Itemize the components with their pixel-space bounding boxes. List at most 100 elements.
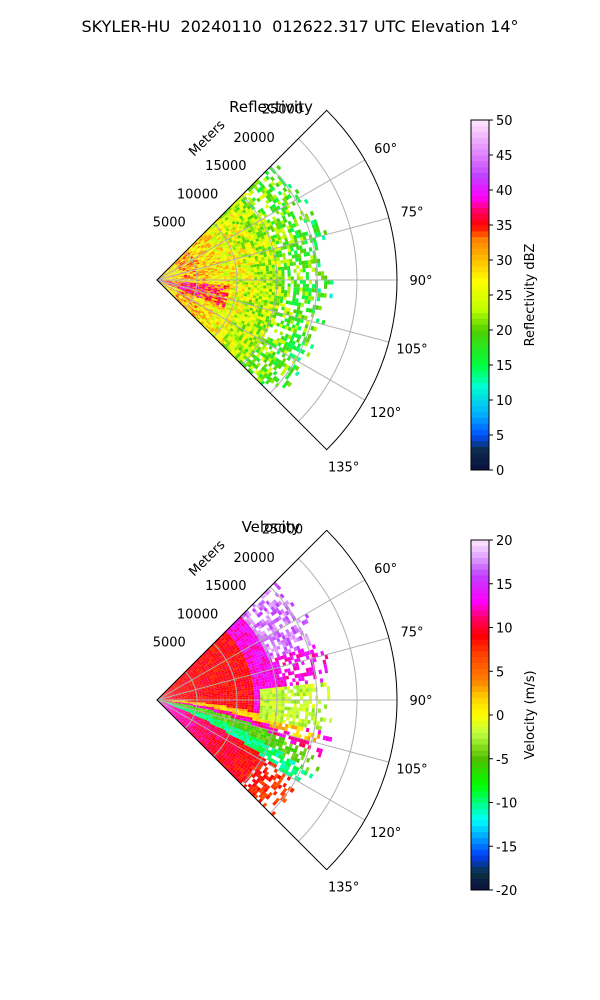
data-cell (242, 205, 247, 210)
data-cell (198, 270, 202, 273)
data-cell (299, 696, 303, 700)
data-cell (163, 280, 167, 281)
data-cell (252, 259, 256, 263)
data-cell (260, 271, 264, 275)
data-cell (199, 281, 203, 283)
data-cell (239, 297, 244, 301)
data-cell (255, 238, 260, 242)
data-cell (259, 683, 263, 687)
data-cell (208, 246, 213, 250)
data-cell (208, 277, 212, 279)
data-cell (305, 217, 311, 223)
data-cell (250, 243, 255, 247)
data-cell (255, 681, 260, 685)
data-cell (305, 283, 309, 288)
data-cell (209, 262, 213, 265)
data-cell (207, 290, 211, 293)
data-cell (247, 267, 251, 271)
data-cell (301, 676, 305, 681)
data-cell (182, 268, 186, 271)
data-cell (189, 263, 194, 266)
data-cell (220, 231, 225, 236)
data-cell (186, 285, 190, 287)
data-cell (256, 689, 260, 693)
data-cell (287, 286, 291, 291)
data-cell (198, 247, 203, 251)
data-cell (199, 274, 203, 276)
data-cell (276, 719, 281, 723)
data-cell (240, 295, 244, 299)
data-cell (247, 291, 251, 295)
data-cell (189, 287, 193, 289)
data-cell (187, 282, 191, 284)
data-cell (294, 721, 299, 726)
data-cell (174, 265, 177, 268)
data-cell (226, 247, 230, 251)
data-cell (170, 271, 174, 274)
data-cell (272, 273, 276, 277)
data-cell (301, 232, 306, 237)
data-cell (250, 707, 254, 711)
data-cell (214, 270, 218, 273)
data-cell (239, 247, 243, 251)
data-cell (308, 700, 312, 705)
data-cell (311, 224, 316, 230)
data-cell (169, 277, 172, 279)
data-cell (263, 694, 267, 698)
data-cell (308, 683, 312, 689)
data-cell (267, 193, 273, 198)
data-cell (202, 243, 207, 246)
data-cell (249, 294, 254, 298)
data-cell (260, 280, 264, 283)
data-cell (169, 280, 173, 282)
data-cell (177, 259, 181, 263)
data-cell (278, 239, 283, 244)
data-cell (167, 271, 170, 274)
data-cell (294, 301, 299, 306)
data-cell (172, 282, 176, 283)
data-cell (185, 268, 189, 271)
data-cell (219, 235, 224, 239)
data-cell (200, 256, 204, 260)
data-cell (198, 287, 202, 290)
data-cell (184, 277, 188, 279)
data-cell (197, 250, 201, 254)
data-cell (290, 707, 294, 711)
data-cell (283, 293, 287, 298)
data-cell (291, 214, 296, 220)
data-cell (239, 233, 244, 238)
data-cell (265, 262, 269, 266)
data-cell (218, 228, 223, 232)
data-cell (208, 702, 212, 705)
data-cell (231, 243, 235, 247)
data-cell (219, 293, 223, 296)
data-cell (215, 252, 219, 256)
data-cell (254, 705, 258, 708)
data-cell (316, 258, 321, 264)
data-cell (293, 703, 297, 708)
data-cell (247, 235, 252, 240)
data-cell (271, 216, 277, 221)
colorbar-tick-label: 5 (496, 429, 504, 444)
data-cell (281, 709, 285, 714)
data-cell (291, 254, 296, 259)
data-cell (244, 289, 248, 292)
data-cell (292, 714, 297, 719)
data-cell (174, 272, 178, 275)
data-cell (225, 290, 230, 294)
data-cell (205, 282, 209, 285)
data-cell (176, 263, 180, 266)
data-cell (298, 233, 303, 238)
data-cell (190, 700, 194, 702)
data-cell (280, 680, 284, 684)
data-cell (232, 284, 236, 287)
colorbar-segment (471, 341, 489, 348)
data-cell (297, 229, 302, 234)
data-cell (271, 267, 276, 271)
data-cell (174, 272, 178, 274)
colorbar-segment (471, 411, 489, 418)
data-cell (237, 250, 241, 254)
data-cell (229, 690, 233, 693)
data-cell (239, 282, 243, 285)
data-cell (266, 277, 270, 280)
